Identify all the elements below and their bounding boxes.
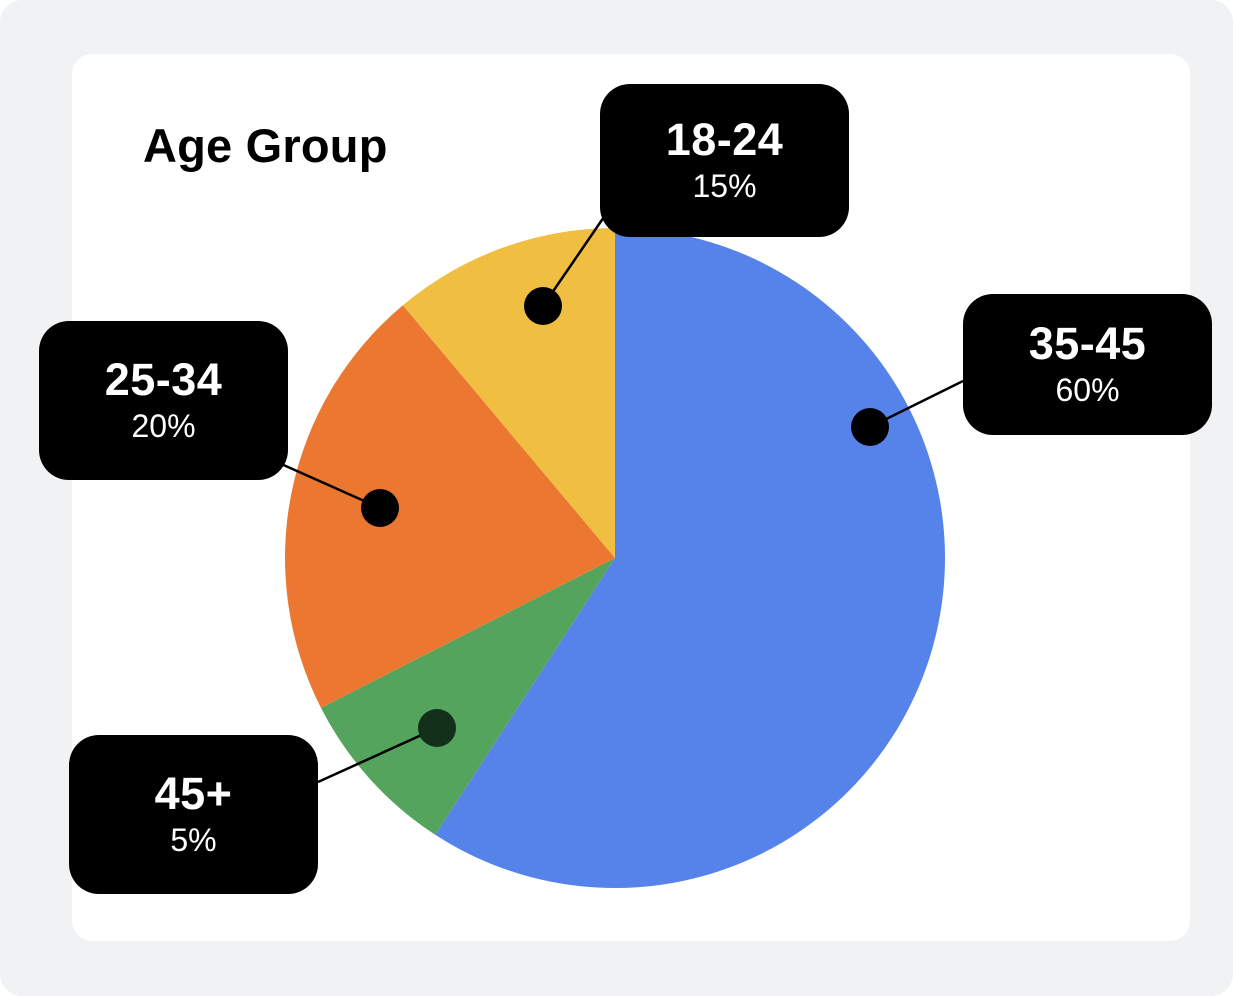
- slice-value-18-24: 15%: [692, 168, 757, 205]
- slice-label-45-plus: 45+: [154, 767, 233, 819]
- pie-slice-18-24: [402, 228, 615, 558]
- callout-35-45: 35-45 60%: [963, 294, 1212, 435]
- slice-label-35-45: 35-45: [1028, 317, 1147, 369]
- slice-value-35-45: 60%: [1055, 372, 1120, 409]
- callout-dot-18-24: [524, 287, 562, 325]
- slice-value-25-34: 20%: [131, 408, 196, 445]
- pie-slice-45-plus: [320, 558, 615, 835]
- callout-line-45-plus: [317, 726, 438, 784]
- callout-dot-45-plus: [418, 709, 456, 747]
- callout-45-plus: 45+ 5%: [69, 735, 318, 894]
- slice-value-45-plus: 5%: [170, 822, 217, 859]
- chart-title: Age Group: [143, 119, 388, 172]
- slice-label-25-34: 25-34: [104, 353, 223, 405]
- callout-dot-35-45: [851, 408, 889, 446]
- callout-dot-25-34: [361, 489, 399, 527]
- slice-label-18-24: 18-24: [665, 113, 784, 165]
- callout-25-34: 25-34 20%: [39, 321, 288, 480]
- pie-slice-35-45: [435, 228, 945, 889]
- callout-18-24: 18-24 15%: [600, 84, 849, 237]
- pie-slice-25-34: [284, 305, 615, 708]
